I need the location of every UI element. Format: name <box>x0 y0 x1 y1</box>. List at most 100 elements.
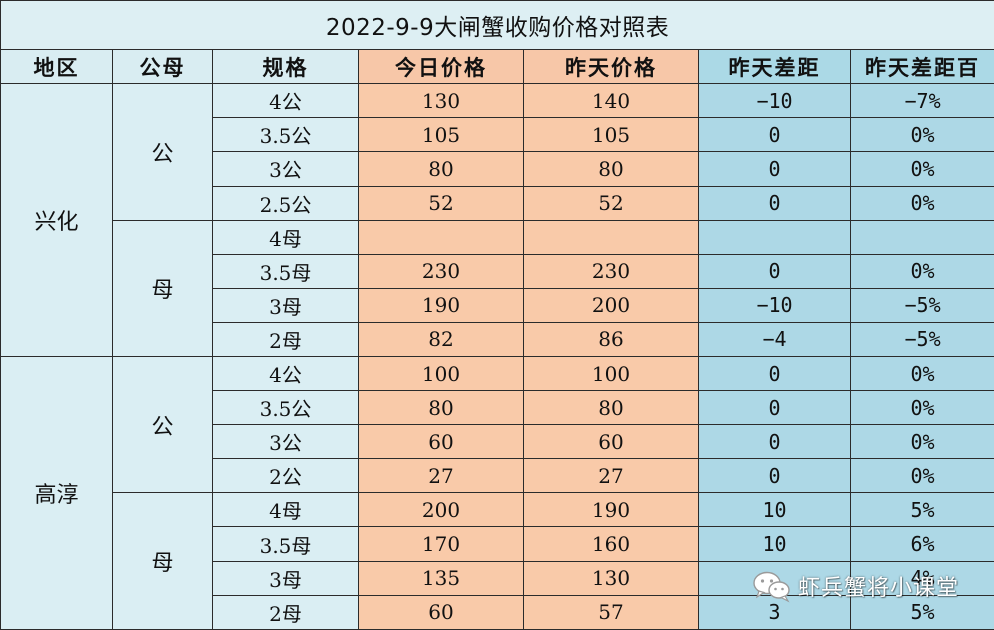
diff-percent-cell: −7% <box>849 83 994 119</box>
table-row: 2公 27 27 0 0% <box>1 458 994 494</box>
header-diff: 昨天差距 <box>698 49 851 85</box>
sex-cell: 母 <box>112 219 213 358</box>
today-price-cell: 60 <box>358 594 524 630</box>
today-price-cell: 130 <box>358 83 524 119</box>
diff-percent-cell: 5% <box>849 594 994 630</box>
header-sex: 公母 <box>112 49 213 85</box>
today-price-cell: 190 <box>358 287 524 323</box>
yesterday-price-cell: 190 <box>523 492 699 528</box>
spec-cell: 3公 <box>212 151 359 187</box>
yesterday-price-cell: 80 <box>523 151 699 187</box>
wechat-icon <box>753 571 790 603</box>
table-row: 3.5公 80 80 0 0% <box>1 390 994 426</box>
diff-percent-cell: 0% <box>849 151 994 187</box>
spec-cell: 3母 <box>212 287 359 323</box>
today-price-cell: 100 <box>358 355 524 392</box>
diff-percent-cell: 0% <box>849 355 994 392</box>
today-price-cell: 170 <box>358 526 524 562</box>
table-row: 高淳公 4公 100 100 0 0% <box>0 355 994 630</box>
today-price-cell: 80 <box>358 151 524 187</box>
table-row: 兴化公 4公 130 140 −10 −7% <box>0 83 994 357</box>
diff-cell: 0 <box>698 424 851 460</box>
diff-percent-cell: 6% <box>849 526 994 562</box>
yesterday-price-cell: 86 <box>523 321 699 358</box>
region-cell: 兴化 <box>0 83 113 357</box>
diff-cell: −10 <box>698 83 851 119</box>
diff-percent-cell: −5% <box>849 287 994 323</box>
region-cell: 高淳 <box>0 356 113 630</box>
diff-percent-cell: 0% <box>849 185 994 221</box>
diff-cell: 0 <box>698 117 851 153</box>
yesterday-price-cell: 27 <box>523 458 699 494</box>
yesterday-price-cell: 100 <box>523 355 699 392</box>
yesterday-price-cell: 52 <box>523 185 699 221</box>
today-price-cell: 80 <box>358 390 524 426</box>
diff-cell: 10 <box>698 526 851 562</box>
diff-cell: 0 <box>698 185 851 221</box>
today-price-cell: 105 <box>358 117 524 153</box>
spec-cell: 2公 <box>212 458 359 494</box>
sex-cell: 公 <box>112 355 213 494</box>
yesterday-price-cell: 200 <box>523 287 699 323</box>
diff-cell: −4 <box>698 321 851 358</box>
diff-cell: 0 <box>698 253 851 289</box>
yesterday-price-cell <box>523 219 699 255</box>
spec-cell: 4公 <box>212 355 359 392</box>
table-row: 3.5公 105 105 0 0% <box>1 117 994 153</box>
spec-cell: 3.5母 <box>212 526 359 562</box>
spec-cell: 3.5母 <box>212 253 359 289</box>
table-row: 3.5母 230 230 0 0% <box>1 253 994 289</box>
yesterday-price-cell: 57 <box>523 594 699 630</box>
header-diff-percent: 昨天差距百 <box>849 49 994 85</box>
table-row: 2.5公 52 52 0 0% <box>1 185 994 221</box>
diff-percent-cell: 0% <box>849 117 994 153</box>
spec-cell: 4母 <box>212 492 359 528</box>
table-row: 3母 190 200 −10 −5% <box>1 287 994 323</box>
yesterday-price-cell: 80 <box>523 390 699 426</box>
table-row: 2母 60 57 3 5% <box>1 594 994 630</box>
header-region: 地区 <box>0 49 113 85</box>
diff-percent-cell: 4% <box>849 560 994 596</box>
today-price-cell: 230 <box>358 253 524 289</box>
today-price-cell: 52 <box>358 185 524 221</box>
sex-cell: 公 <box>112 83 213 221</box>
table-row: 母 4母 <box>1 219 994 358</box>
spec-cell: 3母 <box>212 560 359 596</box>
header-today-price: 今日价格 <box>358 49 524 85</box>
diff-percent-cell: 0% <box>849 390 994 426</box>
diff-percent-cell: 0% <box>849 253 994 289</box>
diff-cell: 10 <box>698 492 851 528</box>
table-row: 2母 82 86 −4 −5% <box>1 321 994 358</box>
today-price-cell: 135 <box>358 560 524 596</box>
spec-cell: 3.5公 <box>212 117 359 153</box>
spec-cell: 2母 <box>212 321 359 358</box>
spec-cell: 3公 <box>212 424 359 460</box>
spec-cell: 2母 <box>212 594 359 630</box>
diff-cell: 0 <box>698 390 851 426</box>
diff-percent-cell: 5% <box>849 492 994 528</box>
table-title: 2022-9-9大闸蟹收购价格对照表 <box>0 0 994 51</box>
yesterday-price-cell: 230 <box>523 253 699 289</box>
yesterday-price-cell: 105 <box>523 117 699 153</box>
yesterday-price-cell: 160 <box>523 526 699 562</box>
diff-cell: 0 <box>698 458 851 494</box>
diff-cell: 3 <box>698 594 851 630</box>
header-spec: 规格 <box>212 49 359 85</box>
diff-percent-cell: 0% <box>849 424 994 460</box>
spec-cell: 4母 <box>212 219 359 255</box>
diff-cell <box>698 219 851 255</box>
today-price-cell: 27 <box>358 458 524 494</box>
diff-cell: 0 <box>698 151 851 187</box>
diff-percent-cell: 0% <box>849 458 994 494</box>
diff-percent-cell: −5% <box>849 321 994 358</box>
yesterday-price-cell: 140 <box>523 83 699 119</box>
sex-cell: 母 <box>112 492 213 630</box>
today-price-cell <box>358 219 524 255</box>
table-row: 母 4母 200 190 10 5% <box>1 492 994 630</box>
today-price-cell: 82 <box>358 321 524 358</box>
table-row: 3.5母 170 160 10 6% <box>1 526 994 562</box>
yesterday-price-cell: 130 <box>523 560 699 596</box>
diff-percent-cell <box>849 219 994 255</box>
spec-cell: 4公 <box>212 83 359 119</box>
